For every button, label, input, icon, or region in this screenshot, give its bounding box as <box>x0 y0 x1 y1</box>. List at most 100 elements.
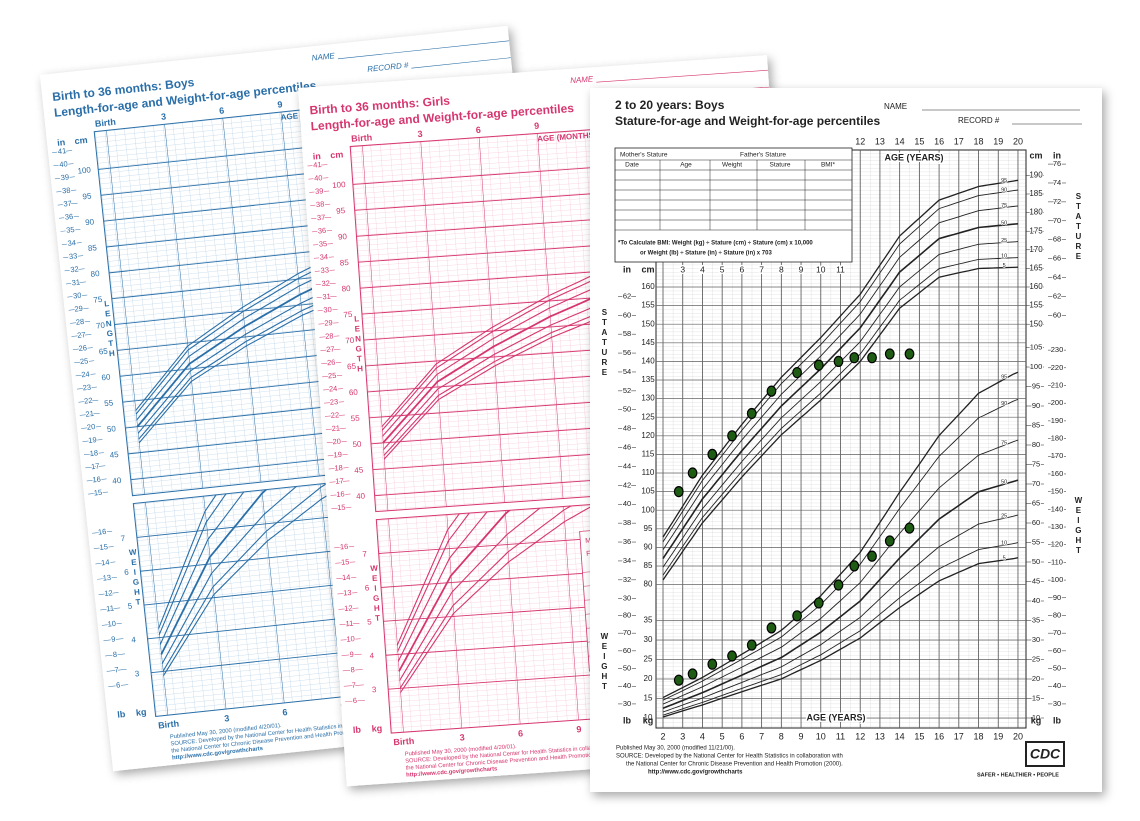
in-tick-label: 68 <box>1053 235 1061 244</box>
tick-mark <box>315 282 336 285</box>
sheet-title: 2 to 20 years: Boys <box>615 98 725 112</box>
kg-tick-label: 15 <box>644 694 653 703</box>
in-tick-label: 60 <box>623 310 631 319</box>
kg-unit: kg <box>371 723 382 734</box>
in-tick-label: 35 <box>66 225 75 235</box>
tick-mark <box>81 426 102 429</box>
lb-tick-label: 6 <box>352 696 357 705</box>
tick-mark <box>83 452 104 455</box>
weight-percentile-curve <box>662 542 1019 716</box>
tick-mark <box>313 256 334 259</box>
lb-tick-label: 60 <box>1053 646 1061 655</box>
in-tick-label: 41 <box>313 160 322 170</box>
age-tick-label: 11 <box>836 731 845 741</box>
tick-mark <box>85 465 106 469</box>
tick-mark <box>97 576 117 580</box>
month-label: Birth <box>158 718 180 730</box>
age-tick-label: 10 <box>816 264 826 274</box>
kg-tick-label: 50 <box>1032 557 1040 566</box>
in-tick-label: 41 <box>57 146 66 156</box>
cm-tick-label: 50 <box>352 440 362 450</box>
kg-tick-label: 85 <box>1032 420 1040 429</box>
tick-mark <box>322 375 343 378</box>
tick-mark <box>100 607 121 611</box>
month-label: 3 <box>459 732 465 742</box>
tick-mark <box>319 335 340 338</box>
in-tick-label: 33 <box>68 251 77 261</box>
in-tick-label: 72 <box>1053 197 1061 206</box>
age-tick-label: 11 <box>836 264 845 274</box>
age-tick-label: 15 <box>914 731 924 741</box>
tick-mark <box>321 361 342 364</box>
tick-mark <box>106 668 127 672</box>
name-line <box>337 40 510 60</box>
weight-percentile-curve <box>159 459 544 645</box>
lb-tick-label: 200 <box>1051 398 1064 407</box>
cm-tick-label: 45 <box>109 450 119 460</box>
stature-point <box>727 430 737 442</box>
cm-tick-label: 90 <box>338 232 348 242</box>
bmi-note: or Weight (lb) ÷ Stature (in) ÷ Stature … <box>640 251 772 257</box>
weight-point <box>833 579 844 591</box>
tick-mark <box>317 309 338 312</box>
lb-tick-label: 60 <box>623 646 631 655</box>
in-tick-label: 28 <box>325 331 334 341</box>
in-tick-label: 40 <box>314 173 323 183</box>
age-tick-label: 9 <box>799 731 804 741</box>
tick-mark <box>71 334 92 337</box>
in-tick-label: 30 <box>73 291 82 301</box>
kg-tick-label: 3 <box>134 669 140 678</box>
age-tick-label: 4 <box>700 264 705 274</box>
cm-tick-label: 95 <box>644 524 653 533</box>
lb-tick-label: 220 <box>1051 363 1064 372</box>
kg-tick-label: 25 <box>1032 654 1040 663</box>
tick-mark <box>68 307 89 311</box>
tick-mark <box>53 163 74 167</box>
lb-tick-label: 90 <box>1053 593 1061 602</box>
kg-tick-label: 70 <box>1032 479 1040 488</box>
in-tick-label: 58 <box>623 329 631 338</box>
age-tick-label: 20 <box>1013 136 1023 146</box>
kg-tick-label: 5 <box>367 617 373 626</box>
lb-tick-label: 40 <box>1053 681 1061 690</box>
cm-tick-label: 45 <box>354 465 364 475</box>
in-tick-label: 31 <box>71 278 80 288</box>
weight-percentile-curve <box>399 490 800 681</box>
lb-tick-label: 8 <box>112 650 117 659</box>
tick-mark <box>336 576 357 579</box>
lb-tick-label: 100 <box>1051 575 1064 584</box>
percentile-label: 90 <box>1001 187 1007 193</box>
cm-tick-label: 50 <box>107 424 117 434</box>
lb-unit: lb <box>353 725 362 736</box>
cm-tick-label: 155 <box>641 301 655 310</box>
in-tick-label: 39 <box>60 172 69 182</box>
cm-tick-label: 85 <box>644 561 653 570</box>
tick-mark <box>95 561 116 565</box>
weight-point <box>849 560 860 572</box>
lb-tick-label: 9 <box>349 650 354 659</box>
in-tick-label: 21 <box>85 409 94 419</box>
table-header: BMI* <box>821 162 836 169</box>
unit-label: in <box>1053 150 1061 160</box>
cm-tick-label: 145 <box>641 338 655 347</box>
in-tick-label: 17 <box>335 476 344 486</box>
age-tick-label: 13 <box>875 731 885 741</box>
stature-point <box>746 407 757 420</box>
tick-mark <box>56 189 77 193</box>
tick-mark <box>88 491 108 495</box>
in-tick-label: 32 <box>321 279 330 289</box>
tick-mark <box>310 203 331 206</box>
lb-tick-label: 13 <box>102 573 111 583</box>
tick-mark <box>334 546 355 549</box>
lb-tick-label: 230 <box>1051 345 1064 354</box>
age-tick-label: 19 <box>993 136 1003 146</box>
stature-percentile-curve <box>662 223 1019 560</box>
lb-tick-label: 150 <box>1051 487 1064 496</box>
in-tick-label: 50 <box>623 405 631 414</box>
weight-percentile-curve <box>160 459 548 655</box>
in-tick-label: 64 <box>1053 272 1061 281</box>
tick-mark <box>330 493 351 496</box>
table-header: Stature <box>770 162 791 169</box>
in-tick-label: 23 <box>82 383 91 393</box>
age-tick-label: 17 <box>954 136 964 146</box>
